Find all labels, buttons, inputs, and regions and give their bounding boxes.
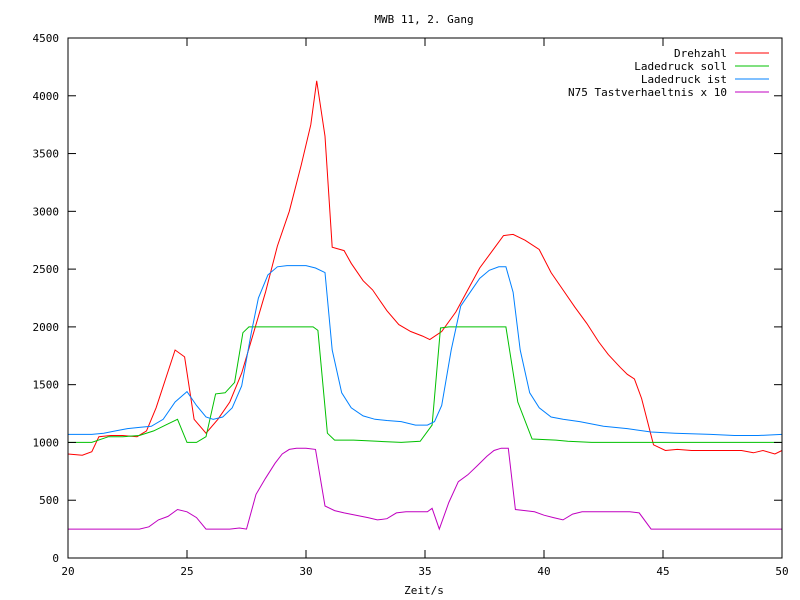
series-line-1 (67, 80, 783, 456)
x-tick-label: 45 (656, 565, 669, 578)
y-tick-label: 3500 (33, 148, 60, 161)
series-line-3 (68, 265, 783, 436)
x-tick-label: 30 (299, 565, 312, 578)
y-tick-label: 3000 (33, 205, 60, 218)
y-tick-label: 4500 (33, 32, 60, 45)
y-tick-label: 2000 (33, 321, 60, 334)
series-line-4 (68, 447, 782, 531)
legend-label-2: Ladedruck soll (634, 60, 727, 73)
x-tick-label: 35 (418, 565, 431, 578)
x-tick-label: 40 (537, 565, 550, 578)
y-tick-label: 500 (39, 494, 59, 507)
y-tick-label: 4000 (33, 90, 60, 103)
series-group (67, 80, 783, 531)
legend-label-3: Ladedruck ist (641, 73, 727, 86)
legend-label-1: Drehzahl (674, 47, 727, 60)
legend-label-4: N75 Tastverhaeltnis x 10 (568, 86, 727, 99)
y-tick-label: 1500 (33, 379, 60, 392)
y-tick-label: 1000 (33, 436, 60, 449)
x-tick-label: 20 (61, 565, 74, 578)
x-axis-label: Zeit/s (404, 584, 444, 597)
axis-ticks: 0 500 1000 1500 2000 2500 3000 3500 4000 4500 20 25… (33, 32, 789, 578)
y-tick-label: 0 (52, 552, 59, 565)
x-tick-label: 50 (775, 565, 788, 578)
x-tick-label: 25 (180, 565, 193, 578)
plot-frame (67, 37, 783, 559)
y-tick-label: 2500 (33, 263, 60, 276)
series-line-2 (68, 326, 782, 443)
chart-title: MWB 11, 2. Gang (374, 13, 473, 26)
